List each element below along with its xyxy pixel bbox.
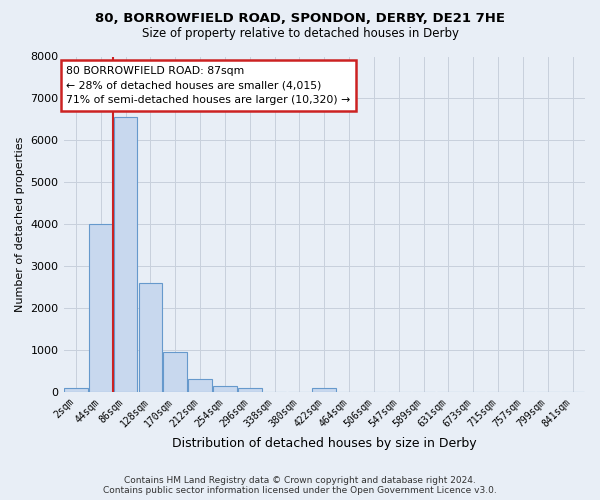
Bar xyxy=(139,283,162,392)
Bar xyxy=(313,388,336,392)
X-axis label: Distribution of detached houses by size in Derby: Distribution of detached houses by size … xyxy=(172,437,476,450)
Text: Contains HM Land Registry data © Crown copyright and database right 2024.
Contai: Contains HM Land Registry data © Crown c… xyxy=(103,476,497,495)
Bar xyxy=(238,388,262,392)
Text: 80 BORROWFIELD ROAD: 87sqm
← 28% of detached houses are smaller (4,015)
71% of s: 80 BORROWFIELD ROAD: 87sqm ← 28% of deta… xyxy=(66,66,350,106)
Y-axis label: Number of detached properties: Number of detached properties xyxy=(15,136,25,312)
Bar xyxy=(114,118,137,392)
Bar xyxy=(89,224,113,392)
Bar xyxy=(213,386,237,392)
Bar xyxy=(64,388,88,392)
Bar xyxy=(163,352,187,392)
Text: Size of property relative to detached houses in Derby: Size of property relative to detached ho… xyxy=(142,28,458,40)
Text: 80, BORROWFIELD ROAD, SPONDON, DERBY, DE21 7HE: 80, BORROWFIELD ROAD, SPONDON, DERBY, DE… xyxy=(95,12,505,26)
Bar xyxy=(188,379,212,392)
